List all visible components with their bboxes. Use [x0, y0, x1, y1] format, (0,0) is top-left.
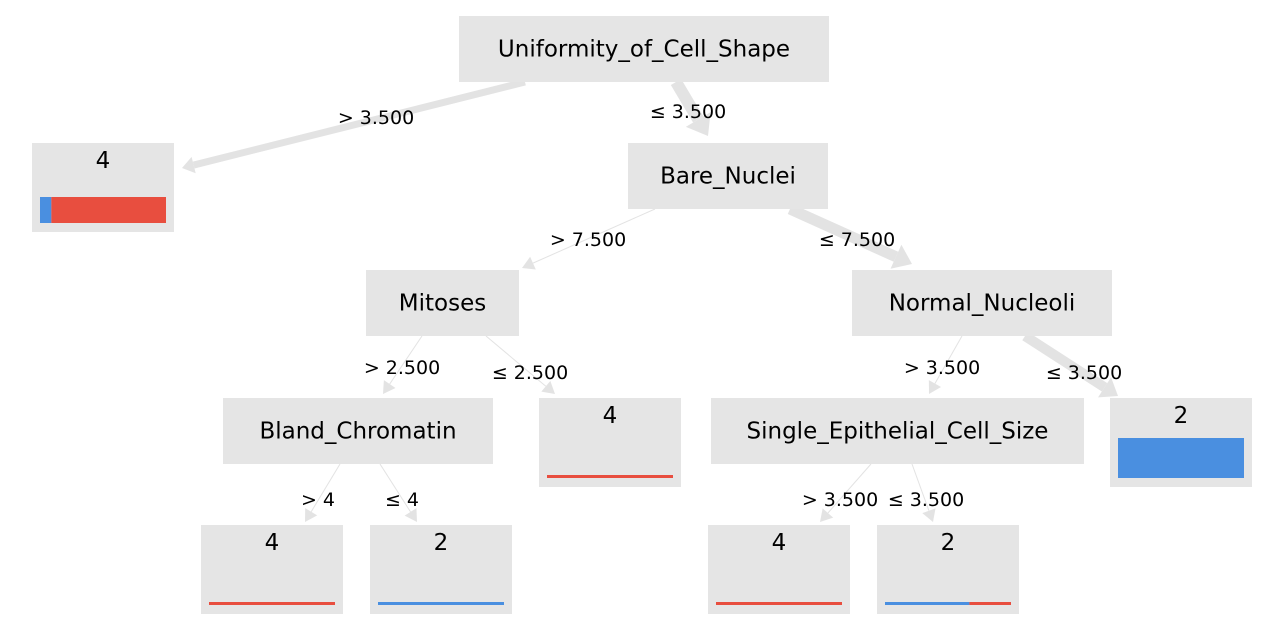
split-node-normal[interactable]: Normal_Nucleoli [852, 270, 1112, 336]
edge-line [310, 463, 341, 512]
split-node-bare[interactable]: Bare_Nuclei [628, 143, 828, 209]
node-box [459, 16, 829, 82]
node-box [708, 525, 850, 614]
leaf-class-label: 4 [603, 403, 618, 429]
node-box [628, 143, 828, 209]
node-box [370, 525, 512, 614]
leaf-class-label: 2 [941, 530, 956, 556]
edge-line [379, 463, 411, 513]
split-node-mit[interactable]: Mitoses [366, 270, 519, 336]
leaf-node-leaf-e[interactable]: 2 [370, 525, 512, 614]
split-node-bland[interactable]: Bland_Chromatin [223, 398, 493, 464]
edge-bare-to-mit [522, 208, 656, 270]
edge-line [911, 463, 930, 511]
edge-arrowhead [922, 508, 936, 522]
edge-label: ≤ 2.500 [492, 362, 568, 384]
edge-arrowhead [1098, 377, 1118, 398]
leaf-node-leaf-b[interactable]: 4 [539, 398, 681, 487]
class-4-bar [51, 197, 167, 223]
class-2-bar [1118, 438, 1244, 478]
edge-line [192, 78, 526, 169]
edge-arrowhead [383, 380, 396, 394]
node-box [539, 398, 681, 487]
class-4-bar [969, 602, 1011, 605]
edge-label: ≤ 7.500 [819, 229, 895, 251]
edge-arrowhead [522, 256, 536, 270]
edge-line [670, 78, 704, 123]
edge-arrowhead [182, 156, 196, 174]
edge-mit-to-bland [383, 335, 423, 394]
edge-label: ≤ 4 [385, 489, 419, 511]
edge-arrowhead [928, 380, 942, 394]
edge-arrowhead [820, 508, 834, 522]
edge-line [934, 335, 963, 384]
edge-bare-to-normal [787, 203, 912, 269]
edge-line [532, 208, 656, 264]
edge-arrowhead [541, 380, 555, 394]
edge-arrowhead [890, 244, 912, 269]
edge-normal-to-leaf-c [1022, 331, 1118, 398]
node-box [852, 270, 1112, 336]
leaf-node-leaf-d[interactable]: 4 [201, 525, 343, 614]
leaf-class-label: 4 [265, 530, 280, 556]
class-4-bar [209, 602, 335, 605]
edge-arrowhead [685, 112, 711, 136]
edge-label: > 3.500 [802, 489, 878, 511]
edge-single-to-leaf-g [911, 463, 936, 522]
class-4-bar [716, 602, 842, 605]
leaf-node-leaf-a[interactable]: 4 [32, 143, 174, 232]
edge-label: ≤ 3.500 [1046, 362, 1122, 384]
nodes-layer: Uniformity_of_Cell_Shape Bare_Nuclei Mitos… [32, 16, 1252, 614]
class-2-bar [885, 602, 970, 605]
edge-arrowhead [404, 508, 417, 522]
edge-label: > 2.500 [364, 357, 440, 379]
split-node-single[interactable]: Single_Epithelial_Cell_Size [711, 398, 1084, 464]
edge-root-to-bare [670, 78, 711, 136]
edge-line [1022, 331, 1108, 392]
edge-root-to-leaf-a [182, 78, 526, 174]
node-box [366, 270, 519, 336]
edge-labels-layer: > 3.500 ≤ 3.500 > 7.500 ≤ 7.500 > 2.500 ≤ 2.5… [301, 101, 1122, 511]
edge-normal-to-single [928, 335, 963, 394]
edge-label: ≤ 3.500 [650, 101, 726, 123]
edge-line [485, 335, 547, 387]
edge-label: > 4 [301, 489, 335, 511]
edge-label: > 3.500 [904, 357, 980, 379]
leaf-class-label: 2 [434, 530, 449, 556]
node-box [201, 525, 343, 614]
edge-single-to-leaf-f [820, 463, 872, 522]
edges-layer [182, 78, 1118, 522]
node-label: Bare_Nuclei [660, 164, 796, 190]
class-2-bar [40, 197, 52, 223]
node-label: Single_Epithelial_Cell_Size [747, 419, 1049, 445]
leaf-class-label: 2 [1174, 403, 1189, 429]
split-node-root[interactable]: Uniformity_of_Cell_Shape [459, 16, 829, 82]
edge-bland-to-leaf-e [379, 463, 417, 522]
class-4-bar [547, 475, 673, 478]
edge-mit-to-leaf-b [485, 335, 555, 394]
edge-line [787, 203, 899, 262]
node-box [711, 398, 1084, 464]
leaf-node-leaf-f[interactable]: 4 [708, 525, 850, 614]
node-label: Mitoses [399, 291, 486, 317]
edge-line [827, 463, 872, 514]
edge-label: > 7.500 [550, 229, 626, 251]
leaf-node-leaf-c[interactable]: 2 [1110, 398, 1252, 487]
node-label: Bland_Chromatin [259, 419, 456, 445]
node-label: Uniformity_of_Cell_Shape [498, 37, 790, 63]
leaf-class-label: 4 [772, 530, 787, 556]
edge-line [389, 335, 423, 385]
node-label: Normal_Nucleoli [889, 291, 1076, 317]
edge-arrowhead [305, 508, 318, 522]
leaf-node-leaf-g[interactable]: 2 [877, 525, 1019, 614]
node-box [877, 525, 1019, 614]
edge-bland-to-leaf-d [305, 463, 341, 522]
class-2-bar [378, 602, 504, 605]
edge-label: ≤ 3.500 [888, 489, 964, 511]
edge-label: > 3.500 [338, 107, 414, 129]
leaf-class-label: 4 [96, 148, 111, 174]
node-box [223, 398, 493, 464]
